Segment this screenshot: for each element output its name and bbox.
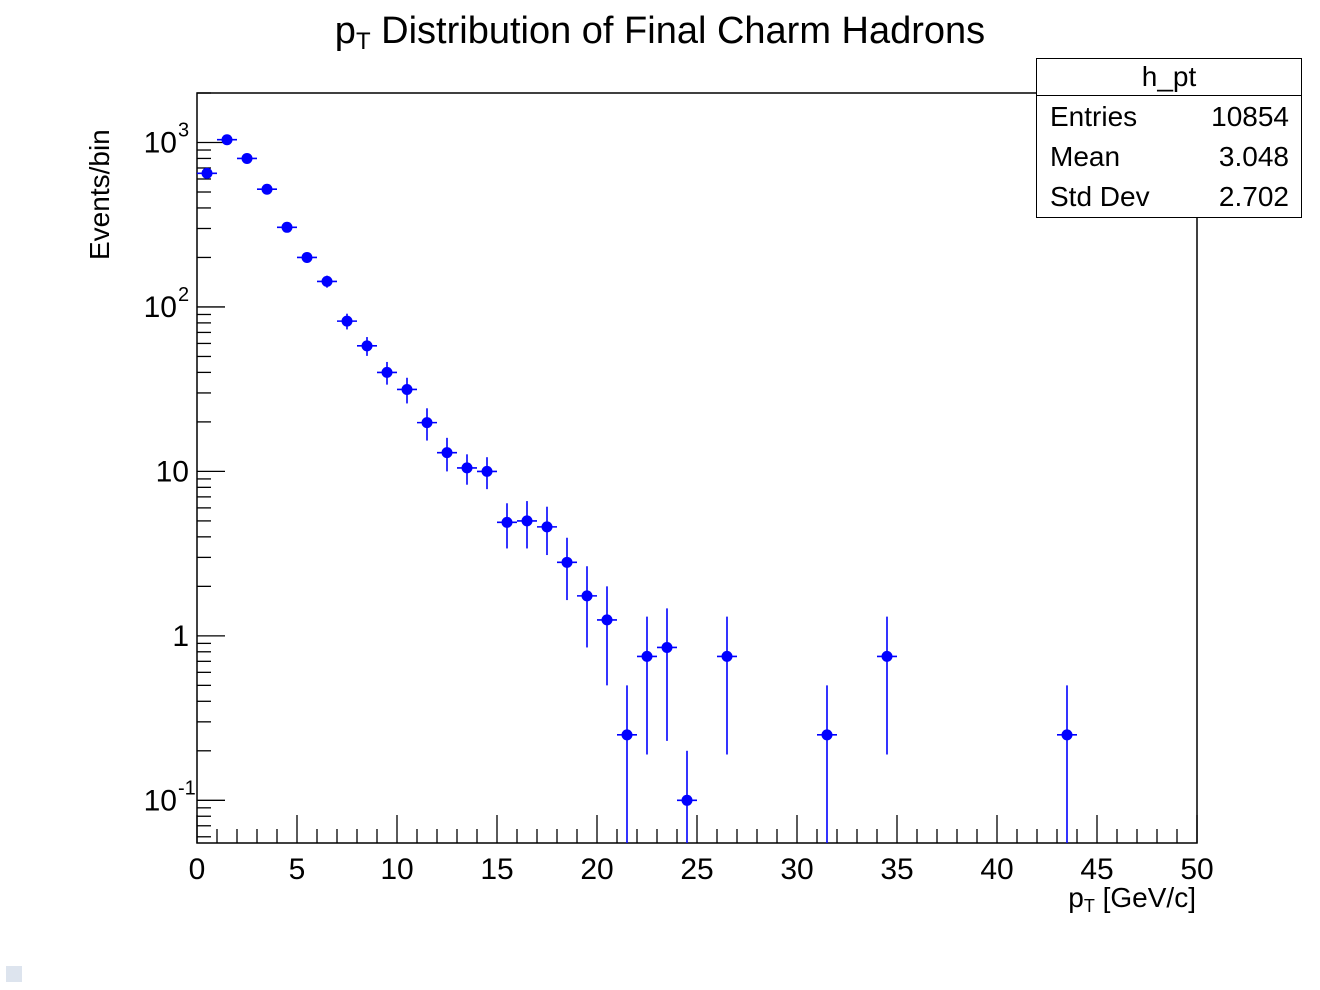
data-point (197, 167, 217, 179)
x-tick-label: 25 (680, 853, 713, 886)
marker (661, 641, 673, 653)
x-tick-label: 40 (980, 853, 1013, 886)
marker (501, 516, 513, 528)
y-tick-exponent: 3 (178, 120, 189, 142)
marker (561, 556, 573, 568)
stats-box: h_pt Entries 10854 Mean 3.048 Std Dev 2.… (1036, 58, 1302, 218)
marker (621, 729, 633, 741)
marker (321, 275, 333, 287)
data-point (517, 501, 537, 549)
stats-value: 2.702 (1218, 181, 1289, 212)
data-point (817, 685, 837, 843)
x-tick-label: 15 (480, 853, 513, 886)
y-tick-label: 10 (144, 784, 177, 817)
y-tick-label: 10 (144, 127, 177, 160)
x-tick-label: 10 (380, 853, 413, 886)
marker (641, 650, 653, 662)
marker (721, 650, 733, 662)
x-tick-label: 20 (580, 853, 613, 886)
x-tick-label: 45 (1080, 853, 1113, 886)
marker (281, 221, 293, 233)
stats-label: Entries (1050, 101, 1138, 132)
data-point (237, 152, 257, 164)
data-point (317, 275, 337, 288)
marker (421, 417, 433, 429)
marker (241, 152, 253, 164)
x-axis-label: pT [GeV/c] (1068, 882, 1196, 916)
data-point (217, 134, 237, 146)
marker (481, 465, 493, 477)
marker (361, 340, 373, 352)
x-tick-label: 0 (189, 853, 206, 886)
x-tick-label: 5 (289, 853, 306, 886)
marker (601, 614, 613, 626)
marker (301, 251, 313, 263)
data-point (477, 457, 497, 490)
data-point (297, 251, 317, 263)
data-point (1057, 685, 1077, 843)
marker (341, 315, 353, 327)
marker (821, 729, 833, 741)
data-point (717, 616, 737, 755)
marker (381, 366, 393, 378)
stats-value: 10854 (1211, 101, 1289, 132)
y-axis-label: Events/bin (84, 129, 115, 260)
data-point (437, 437, 457, 472)
data-point (417, 408, 437, 441)
stats-row-mean: Mean 3.048 (1037, 136, 1301, 176)
stats-row-stddev: Std Dev 2.702 (1037, 176, 1301, 216)
marker (1061, 729, 1073, 741)
stats-value: 3.048 (1218, 141, 1289, 172)
data-point (617, 685, 637, 843)
data-point (657, 608, 677, 741)
x-tick-label: 30 (780, 853, 813, 886)
data-point (677, 750, 697, 843)
x-tick-label: 35 (880, 853, 913, 886)
marker (261, 183, 273, 195)
data-point (257, 183, 277, 195)
marker (201, 167, 213, 179)
data-point (337, 313, 357, 330)
data-point (557, 537, 577, 601)
data-point (877, 616, 897, 755)
y-tick-label: 1 (172, 620, 189, 653)
stats-row-entries: Entries 10854 (1037, 96, 1301, 136)
marker (541, 521, 553, 533)
stats-label: Mean (1050, 141, 1121, 172)
data-point (597, 586, 617, 686)
data-point (377, 361, 397, 385)
y-tick-label: 10 (156, 455, 189, 488)
data-point (537, 506, 557, 556)
marker (881, 650, 893, 662)
stats-label: Std Dev (1050, 181, 1150, 212)
marker (461, 462, 473, 474)
data-point (497, 503, 517, 549)
x-axis: 0 5 10 15 20 25 30 35 40 45 50 (189, 815, 1214, 886)
y-tick-label: 10 (144, 291, 177, 324)
data-point (457, 454, 477, 485)
data-point (357, 337, 377, 356)
chart-title: pT Distribution of Final Charm Hadrons (334, 10, 986, 55)
marker (581, 590, 593, 602)
data-points (197, 134, 1077, 843)
y-tick-exponent: -1 (178, 777, 196, 799)
x-tick-label: 50 (1180, 853, 1213, 886)
marker (521, 515, 533, 527)
marker (441, 447, 453, 459)
marker (681, 794, 693, 806)
stats-box-title: h_pt (1037, 59, 1301, 96)
data-point (637, 616, 657, 755)
data-point (577, 566, 597, 648)
marker (401, 383, 413, 395)
marker (221, 134, 233, 146)
data-point (277, 221, 297, 233)
y-tick-exponent: 2 (178, 284, 189, 306)
data-point (397, 377, 417, 404)
canvas-corner-marker (6, 966, 22, 982)
